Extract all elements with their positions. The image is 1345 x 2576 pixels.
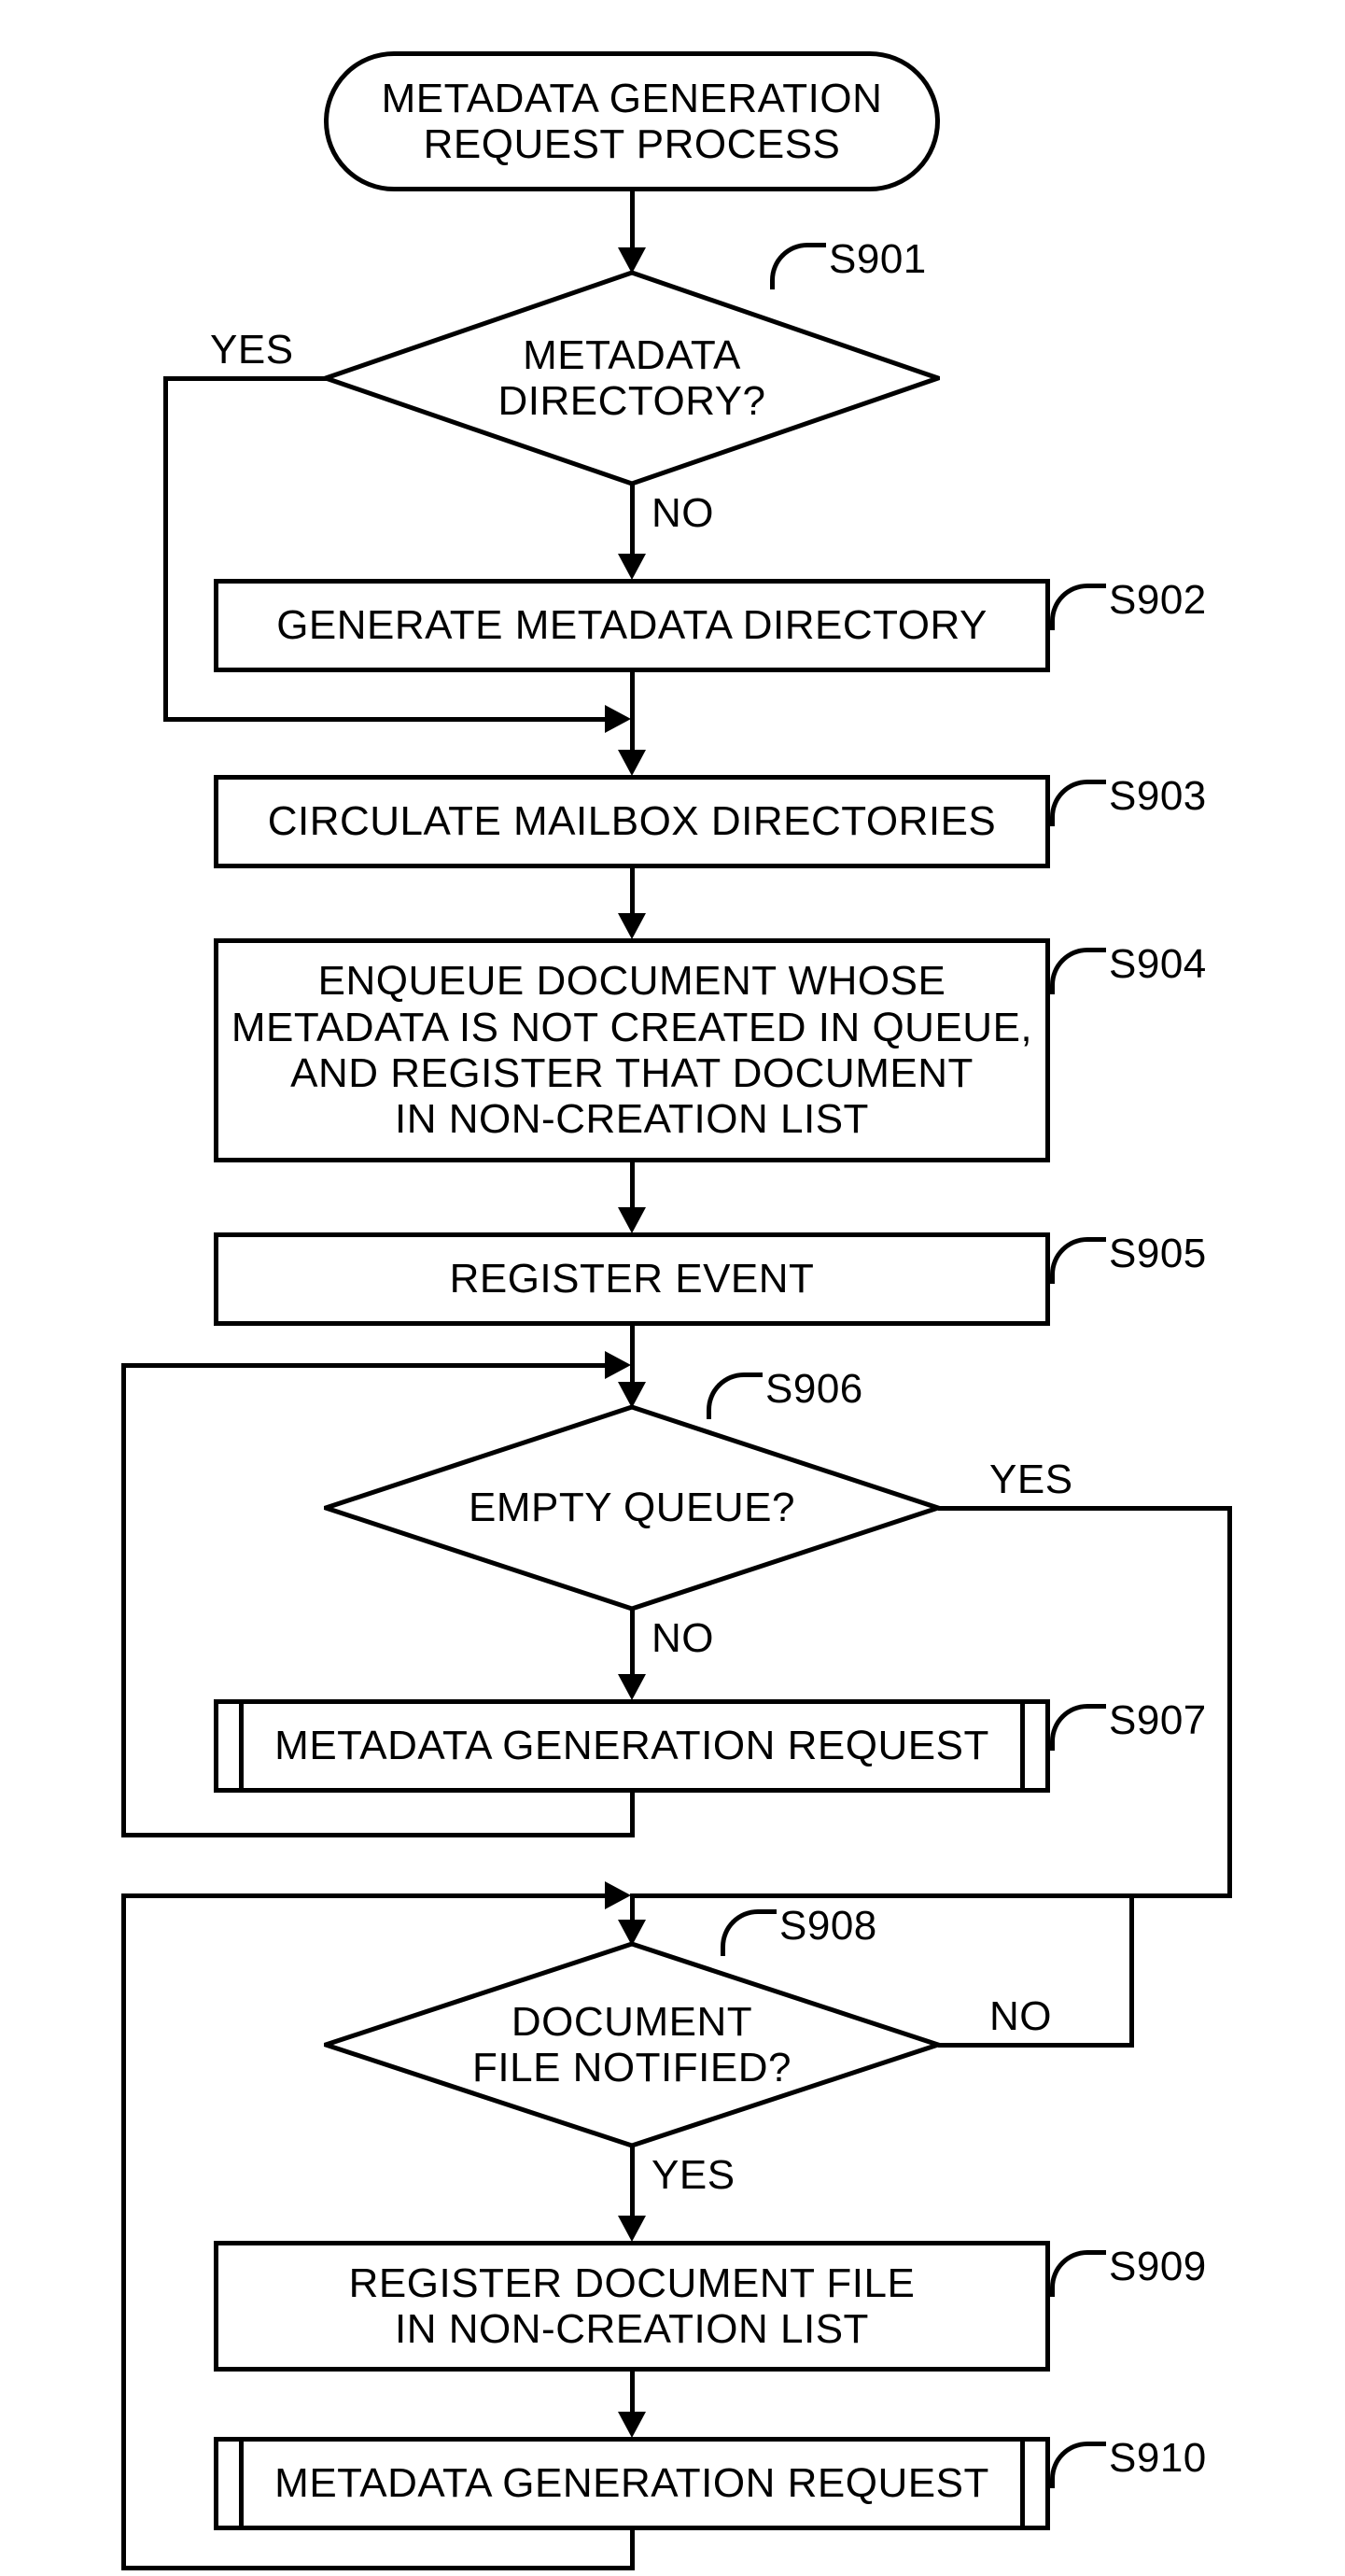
edge bbox=[660, 1893, 1134, 1898]
arrowhead bbox=[618, 2412, 646, 2438]
s907-tag: S907 bbox=[1109, 1697, 1207, 1743]
s908-tag: S908 bbox=[779, 1903, 877, 1949]
edge bbox=[121, 1363, 607, 1368]
s905-text: REGISTER EVENT bbox=[450, 1256, 815, 1302]
s910-tag: S910 bbox=[1109, 2435, 1207, 2481]
edge bbox=[121, 1363, 126, 1837]
process-s902: GENERATE METADATA DIRECTORY bbox=[214, 579, 1050, 672]
s903-tag: S903 bbox=[1109, 773, 1207, 819]
decision-s906: EMPTY QUEUE? bbox=[324, 1405, 940, 1611]
arrowhead bbox=[618, 913, 646, 939]
s905-tag: S905 bbox=[1109, 1231, 1207, 1276]
process-s909: REGISTER DOCUMENT FILE IN NON-CREATION L… bbox=[214, 2241, 1050, 2372]
s906-yes-label: YES bbox=[989, 1457, 1073, 1502]
s905-hook bbox=[1050, 1237, 1106, 1284]
s909-text: REGISTER DOCUMENT FILE IN NON-CREATION L… bbox=[349, 2260, 916, 2353]
edge bbox=[938, 2043, 1134, 2048]
edge bbox=[163, 376, 168, 722]
edge bbox=[630, 1793, 635, 1837]
edge bbox=[121, 2566, 635, 2570]
arrowhead bbox=[605, 1351, 631, 1379]
process-s903: CIRCULATE MAILBOX DIRECTORIES bbox=[214, 775, 1050, 868]
edge bbox=[121, 1893, 126, 2570]
edge bbox=[938, 1506, 1232, 1511]
s901-tag: S901 bbox=[829, 236, 927, 282]
edge bbox=[1129, 1893, 1134, 2048]
decision-s908: DOCUMENT FILE NOTIFIED? bbox=[324, 1942, 940, 2147]
s901-hook bbox=[770, 243, 826, 289]
arrowhead bbox=[618, 750, 646, 776]
edge bbox=[630, 1609, 635, 1683]
s910-text: METADATA GENERATION REQUEST bbox=[274, 2460, 989, 2506]
edge bbox=[163, 717, 607, 722]
s908-no-label: NO bbox=[989, 1993, 1052, 2039]
s906-hook bbox=[707, 1372, 763, 1419]
edge bbox=[630, 2530, 635, 2570]
s908-yes-label: YES bbox=[651, 2152, 736, 2198]
s907-text: METADATA GENERATION REQUEST bbox=[274, 1723, 989, 1768]
arrowhead bbox=[618, 1382, 646, 1408]
start-terminator: METADATA GENERATION REQUEST PROCESS bbox=[324, 51, 940, 191]
s901-text: METADATA DIRECTORY? bbox=[497, 332, 765, 425]
process-s905: REGISTER EVENT bbox=[214, 1232, 1050, 1326]
s901-yes-label: YES bbox=[210, 327, 294, 373]
s901-no-label: NO bbox=[651, 490, 714, 536]
edge bbox=[630, 2146, 635, 2225]
s903-hook bbox=[1050, 780, 1106, 826]
subprocess-s910: METADATA GENERATION REQUEST bbox=[214, 2437, 1050, 2530]
arrowhead bbox=[618, 1920, 646, 1946]
s906-tag: S906 bbox=[765, 1366, 863, 1412]
edge bbox=[1227, 1506, 1232, 1898]
subprocess-s907: METADATA GENERATION REQUEST bbox=[214, 1699, 1050, 1793]
s902-text: GENERATE METADATA DIRECTORY bbox=[276, 602, 988, 648]
edge bbox=[121, 1893, 607, 1898]
s909-tag: S909 bbox=[1109, 2244, 1207, 2289]
arrowhead bbox=[618, 247, 646, 274]
edge bbox=[630, 672, 635, 759]
s908-hook bbox=[721, 1909, 777, 1956]
edge bbox=[163, 376, 329, 381]
arrowhead bbox=[618, 2216, 646, 2242]
s903-text: CIRCULATE MAILBOX DIRECTORIES bbox=[268, 798, 997, 844]
s902-hook bbox=[1050, 584, 1106, 630]
s904-hook bbox=[1050, 948, 1106, 994]
s910-hook bbox=[1050, 2442, 1106, 2488]
arrowhead bbox=[605, 1881, 631, 1909]
s906-text: EMPTY QUEUE? bbox=[469, 1485, 795, 1530]
s908-text: DOCUMENT FILE NOTIFIED? bbox=[472, 1999, 792, 2091]
s907-hook bbox=[1050, 1704, 1106, 1751]
s906-no-label: NO bbox=[651, 1615, 714, 1661]
s904-text: ENQUEUE DOCUMENT WHOSE METADATA IS NOT C… bbox=[231, 958, 1032, 1142]
edge bbox=[630, 484, 635, 563]
flowchart-canvas: METADATA GENERATION REQUEST PROCESS META… bbox=[0, 0, 1345, 2576]
start-text: METADATA GENERATION REQUEST PROCESS bbox=[382, 76, 883, 168]
arrowhead bbox=[618, 1207, 646, 1233]
s904-tag: S904 bbox=[1109, 941, 1207, 987]
edge bbox=[121, 1833, 635, 1837]
s902-tag: S902 bbox=[1109, 577, 1207, 623]
arrowhead bbox=[618, 1674, 646, 1700]
arrowhead bbox=[605, 705, 631, 733]
decision-s901: METADATA DIRECTORY? bbox=[324, 271, 940, 486]
s909-hook bbox=[1050, 2250, 1106, 2297]
process-s904: ENQUEUE DOCUMENT WHOSE METADATA IS NOT C… bbox=[214, 938, 1050, 1162]
arrowhead bbox=[618, 554, 646, 580]
